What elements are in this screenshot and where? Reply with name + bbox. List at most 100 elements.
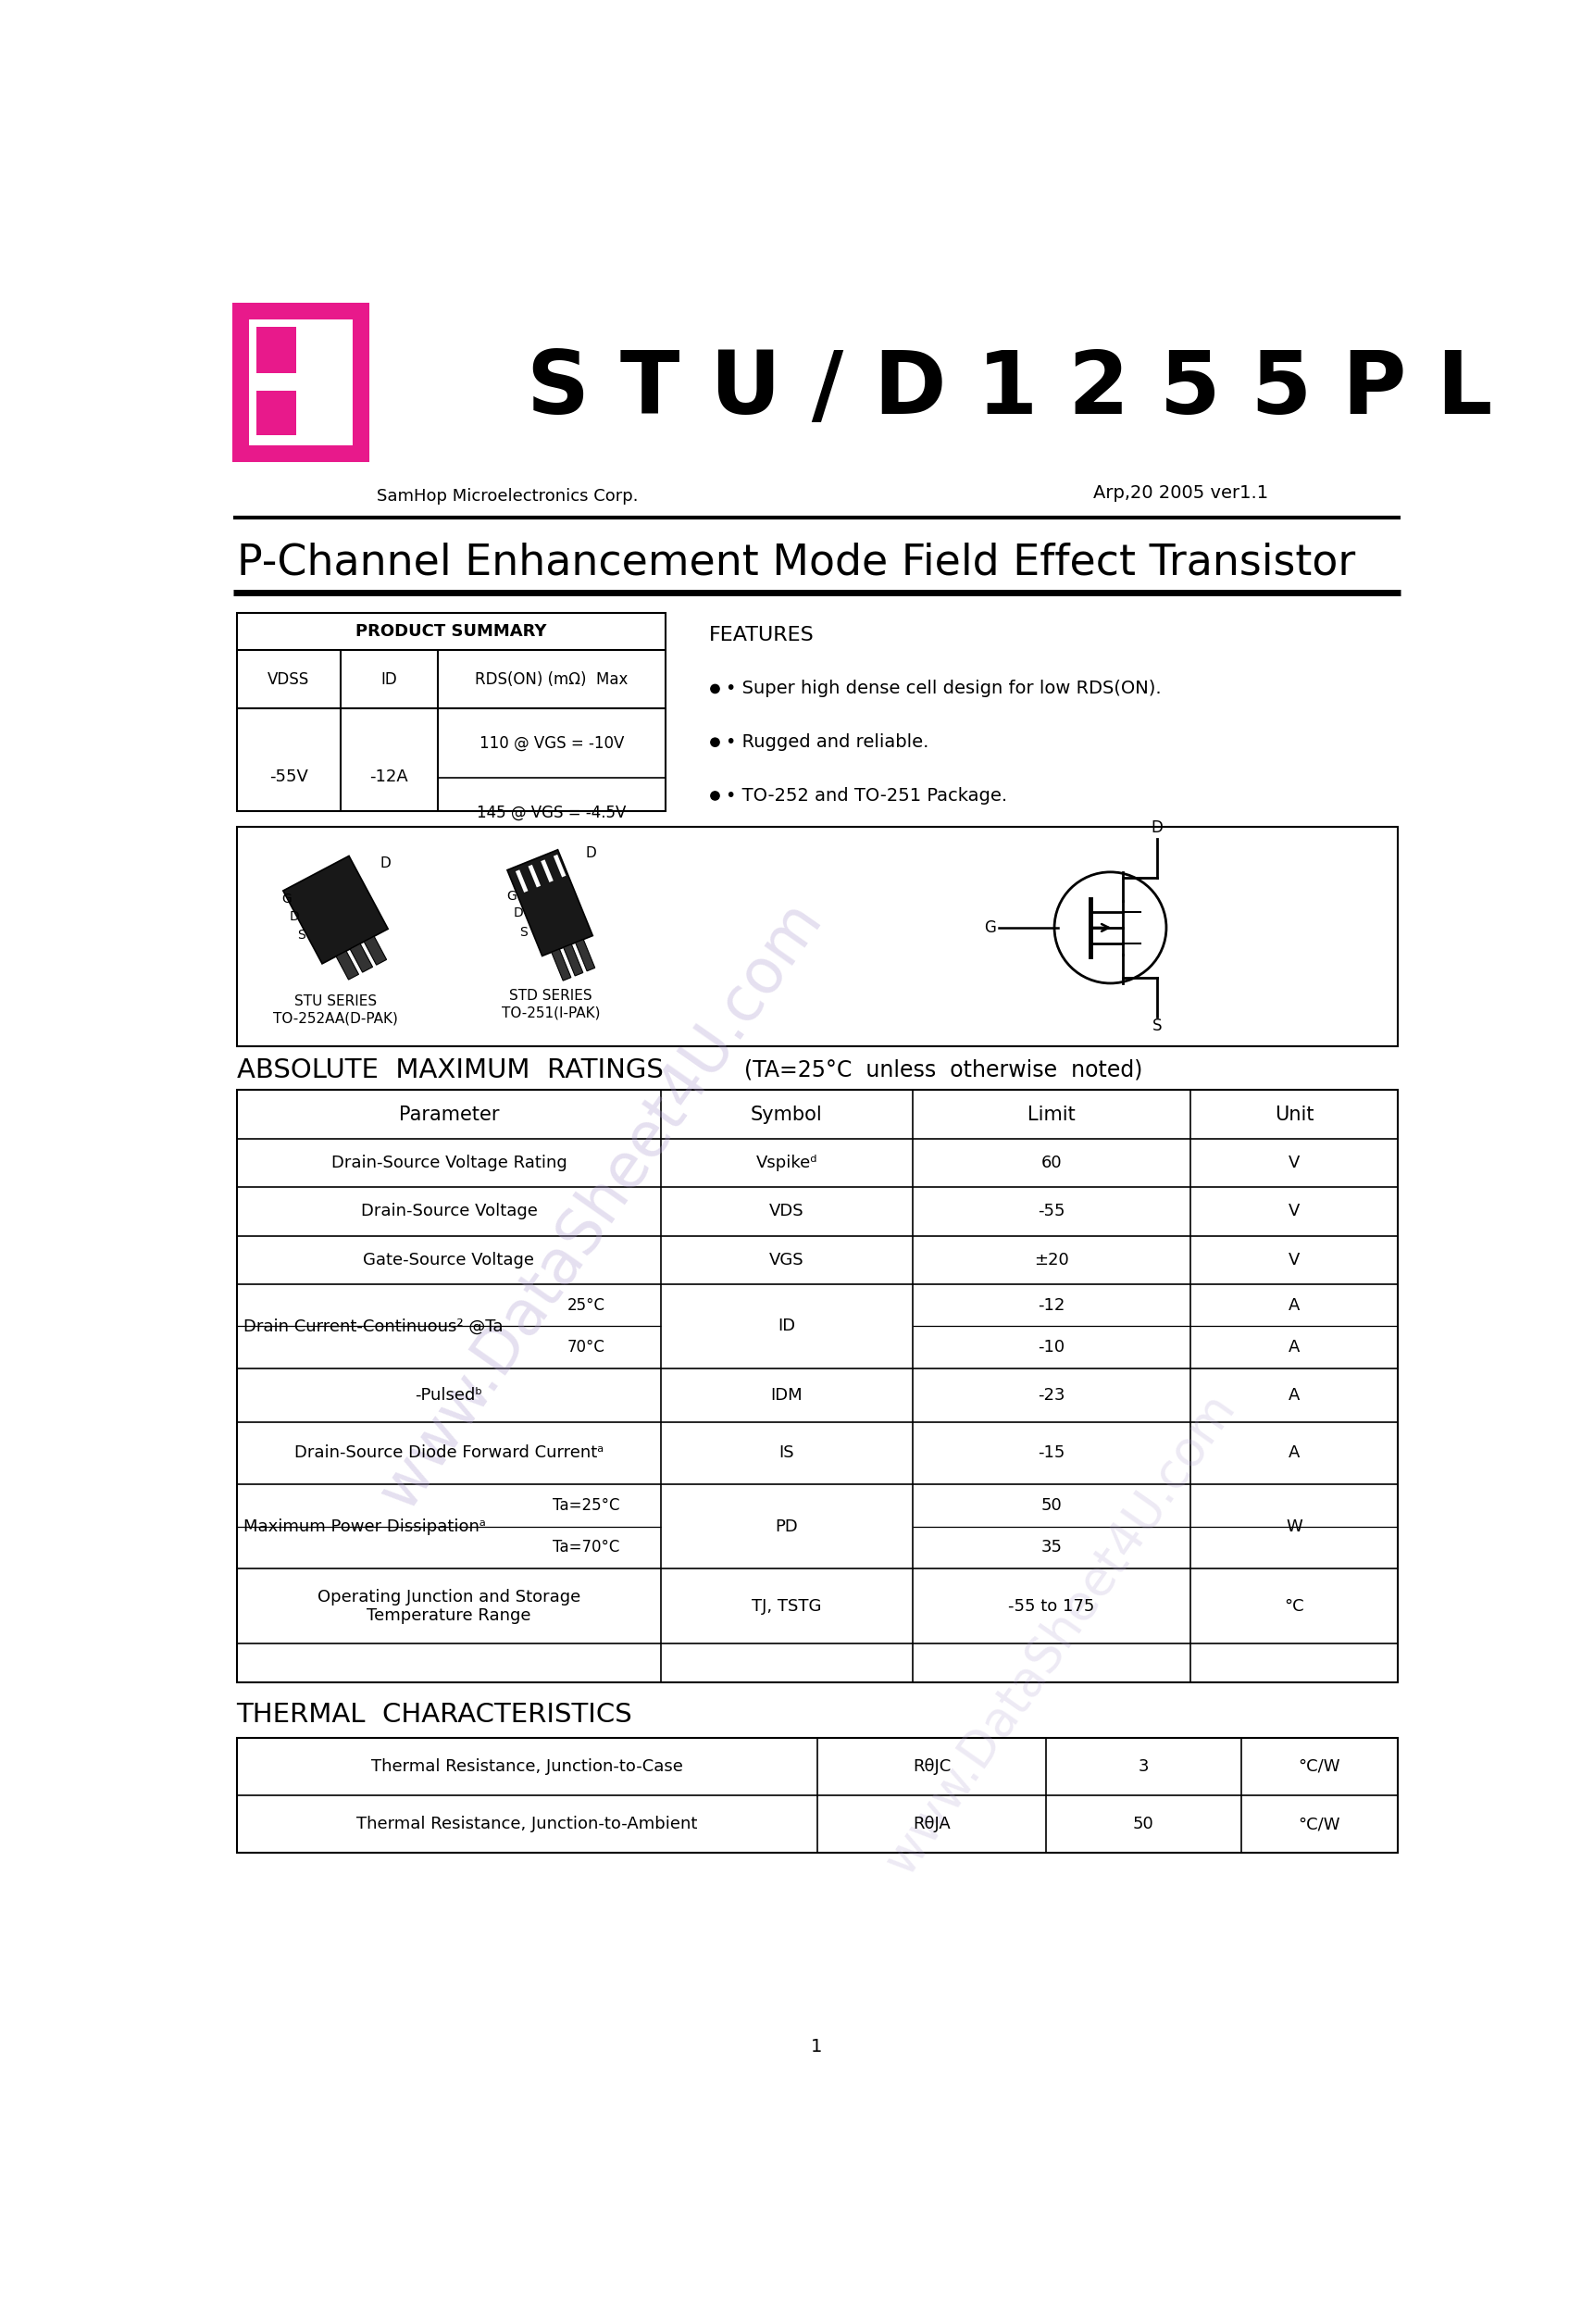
Text: V: V [1288, 1204, 1299, 1220]
Text: VDS: VDS [770, 1204, 805, 1220]
Text: IS: IS [779, 1446, 794, 1462]
Text: A: A [1288, 1297, 1299, 1313]
Text: D: D [585, 846, 596, 860]
Polygon shape [540, 860, 553, 883]
Text: STD SERIES: STD SERIES [510, 990, 593, 1004]
Polygon shape [515, 869, 528, 892]
Text: 110 @ VGS = -10V: 110 @ VGS = -10V [480, 734, 623, 751]
Bar [236, 1738, 1398, 1852]
Text: D: D [513, 906, 523, 920]
Text: VDSS: VDSS [268, 672, 309, 688]
Bar [257, 390, 296, 435]
Text: °C/W: °C/W [1298, 1815, 1341, 1834]
Polygon shape [351, 944, 373, 971]
Text: ±20: ±20 [1035, 1253, 1070, 1269]
Text: • Super high dense cell design for low RDS(ON).: • Super high dense cell design for low R… [725, 681, 1162, 697]
Text: 50: 50 [1041, 1497, 1062, 1513]
Polygon shape [284, 855, 387, 964]
Text: A: A [1288, 1446, 1299, 1462]
Circle shape [711, 686, 719, 693]
Text: FEATURES: FEATURES [709, 625, 815, 644]
Text: Operating Junction and Storage: Operating Junction and Storage [317, 1587, 580, 1606]
Text: °C: °C [1285, 1597, 1304, 1615]
Text: RDS(ON) (mΩ)  Max: RDS(ON) (mΩ) Max [475, 672, 628, 688]
Text: -55: -55 [1038, 1204, 1065, 1220]
Text: 145 @ VGS = -4.5V: 145 @ VGS = -4.5V [477, 804, 626, 820]
Text: • TO-252 and TO-251 Package.: • TO-252 and TO-251 Package. [725, 788, 1007, 804]
Polygon shape [336, 951, 359, 981]
Text: 60: 60 [1041, 1155, 1062, 1171]
Text: -15: -15 [1038, 1446, 1065, 1462]
Polygon shape [507, 851, 593, 955]
Circle shape [711, 792, 719, 799]
Text: TJ, TSTG: TJ, TSTG [752, 1597, 821, 1615]
Text: S: S [296, 927, 304, 941]
Text: RθJA: RθJA [913, 1815, 950, 1834]
Polygon shape [563, 944, 583, 976]
Text: G: G [282, 892, 292, 906]
Polygon shape [575, 939, 595, 971]
Text: -10: -10 [1038, 1339, 1065, 1355]
Polygon shape [363, 937, 387, 964]
Text: TO-251(I-PAK): TO-251(I-PAK) [502, 1006, 599, 1020]
Text: Unit: Unit [1274, 1106, 1313, 1125]
Text: D: D [289, 911, 300, 923]
Text: RθJC: RθJC [913, 1757, 950, 1776]
Text: A: A [1288, 1387, 1299, 1404]
Text: ID: ID [381, 672, 397, 688]
Text: Gate-Source Voltage: Gate-Source Voltage [363, 1253, 534, 1269]
Text: S: S [1152, 1018, 1162, 1034]
Text: 25°C: 25°C [567, 1297, 604, 1313]
Text: P-Channel Enhancement Mode Field Effect Transistor: P-Channel Enhancement Mode Field Effect … [236, 541, 1355, 583]
Text: -55 to 175: -55 to 175 [1009, 1597, 1095, 1615]
Text: Drain Current-Continuous² @Ta: Drain Current-Continuous² @Ta [244, 1318, 504, 1334]
Text: www.DataSheet4U.com: www.DataSheet4U.com [368, 890, 834, 1520]
Text: Parameter: Parameter [398, 1106, 499, 1125]
Text: W: W [1286, 1518, 1302, 1534]
Text: S T U / D 1 2 5 5 P L: S T U / D 1 2 5 5 P L [528, 346, 1494, 432]
Text: Thermal Resistance, Junction-to-Case: Thermal Resistance, Junction-to-Case [371, 1757, 682, 1776]
Bar [236, 614, 666, 811]
Text: Drain-Source Voltage: Drain-Source Voltage [360, 1204, 537, 1220]
Text: Arp,20 2005 ver1.1: Arp,20 2005 ver1.1 [1093, 483, 1269, 502]
Text: TO-252AA(D-PAK): TO-252AA(D-PAK) [273, 1011, 398, 1025]
Text: IDM: IDM [771, 1387, 803, 1404]
Bar [241, 311, 362, 453]
Polygon shape [552, 948, 571, 981]
Circle shape [711, 739, 719, 746]
Text: SamHop Microelectronics Corp.: SamHop Microelectronics Corp. [378, 488, 639, 504]
Polygon shape [528, 865, 540, 888]
Text: PD: PD [775, 1518, 799, 1534]
Text: -55V: -55V [269, 769, 308, 786]
Text: www.DataSheet4U.com: www.DataSheet4U.com [875, 1385, 1245, 1882]
Text: S: S [520, 925, 528, 939]
Text: Temperature Range: Temperature Range [367, 1606, 531, 1624]
Text: D: D [379, 858, 391, 872]
Bar [236, 827, 1398, 1046]
Text: Symbol: Symbol [751, 1106, 823, 1125]
Text: Drain-Source Diode Forward Currentᵃ: Drain-Source Diode Forward Currentᵃ [295, 1446, 604, 1462]
Text: PRODUCT SUMMARY: PRODUCT SUMMARY [355, 623, 547, 639]
Polygon shape [553, 855, 566, 876]
Bar [236, 1090, 1398, 1683]
Text: A: A [1288, 1339, 1299, 1355]
Text: °C/W: °C/W [1298, 1757, 1341, 1776]
Text: -Pulsedᵇ: -Pulsedᵇ [414, 1387, 483, 1404]
Text: -12A: -12A [370, 769, 408, 786]
Text: Ta=25°C: Ta=25°C [553, 1497, 620, 1513]
Text: Ta=70°C: Ta=70°C [553, 1538, 620, 1555]
Text: -12: -12 [1038, 1297, 1065, 1313]
Text: Thermal Resistance, Junction-to-Ambient: Thermal Resistance, Junction-to-Ambient [357, 1815, 698, 1834]
Text: ID: ID [778, 1318, 795, 1334]
Text: V: V [1288, 1155, 1299, 1171]
Text: D: D [1151, 820, 1164, 837]
Text: G: G [983, 920, 996, 937]
Text: Maximum Power Dissipationᵃ: Maximum Power Dissipationᵃ [244, 1518, 486, 1534]
Bar [257, 328, 296, 372]
Text: VGS: VGS [770, 1253, 805, 1269]
Text: Vspikeᵈ: Vspikeᵈ [756, 1155, 818, 1171]
Text: STU SERIES: STU SERIES [295, 995, 376, 1009]
Text: ABSOLUTE  MAXIMUM  RATINGS: ABSOLUTE MAXIMUM RATINGS [236, 1057, 663, 1083]
Text: 70°C: 70°C [567, 1339, 604, 1355]
Text: (TA=25°C  unless  otherwise  noted): (TA=25°C unless otherwise noted) [744, 1060, 1143, 1081]
